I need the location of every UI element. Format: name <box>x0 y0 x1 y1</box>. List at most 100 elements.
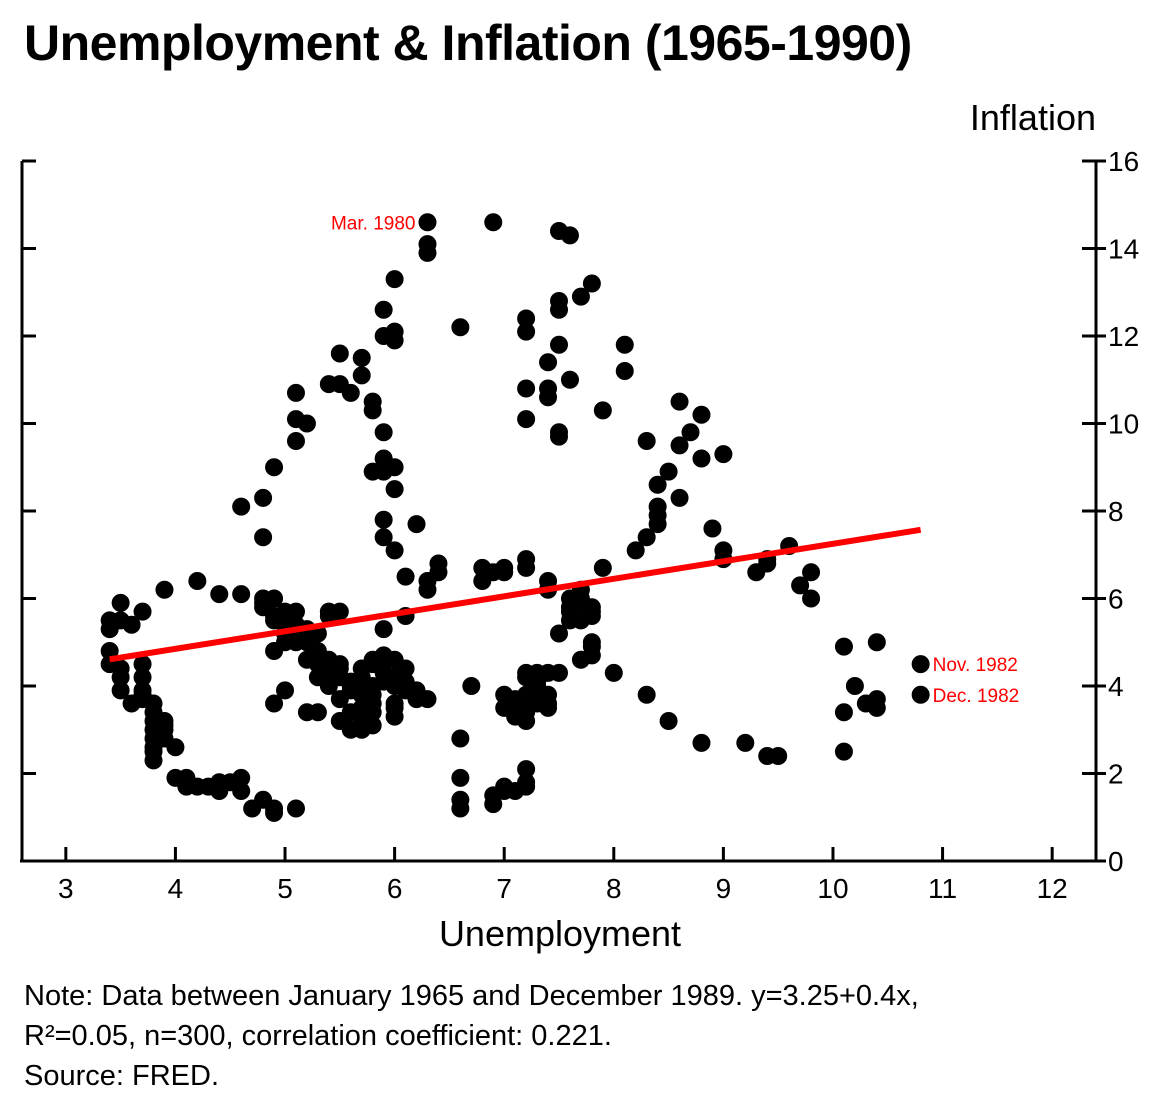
data-point-270 <box>122 615 141 634</box>
data-point-272 <box>155 716 174 735</box>
data-point-57 <box>308 703 327 722</box>
data-point-37 <box>144 751 163 770</box>
data-point-166 <box>648 515 667 534</box>
data-point-95 <box>254 528 273 547</box>
chart-title: Unemployment & Inflation (1965-1990) <box>24 15 912 71</box>
data-point-276 <box>330 655 349 674</box>
data-point-260 <box>254 593 273 612</box>
data-point-175 <box>802 589 821 608</box>
data-point-220 <box>451 799 470 818</box>
y-tick-label-4: 8 <box>1108 496 1124 527</box>
data-point-132 <box>418 235 437 254</box>
data-point-206 <box>769 747 788 765</box>
data-point-7 <box>210 585 229 604</box>
data-point-99 <box>286 432 305 450</box>
data-points <box>100 213 930 822</box>
data-point-135 <box>484 213 503 232</box>
data-point-96 <box>232 497 251 516</box>
data-point-155 <box>615 362 634 380</box>
data-point-261 <box>265 607 284 625</box>
data-point-204 <box>736 733 755 752</box>
data-point-277 <box>363 655 382 674</box>
data-point-134 <box>451 318 470 337</box>
data-point-215 <box>911 655 930 674</box>
data-point-133 <box>418 213 437 232</box>
x-tick-label-8: 11 <box>928 873 957 904</box>
data-point-280 <box>407 681 426 700</box>
data-point-163 <box>714 445 733 464</box>
data-point-259 <box>363 694 382 713</box>
data-point-27 <box>133 668 152 687</box>
annotation-0: Mar. 1980 <box>331 213 416 234</box>
data-point-53 <box>286 799 305 818</box>
ticks <box>22 159 1106 863</box>
data-point-162 <box>692 449 711 468</box>
data-point-144 <box>550 427 568 446</box>
data-point-105 <box>341 383 360 402</box>
data-point-152 <box>560 226 579 245</box>
data-point-268 <box>363 716 382 735</box>
x-tick-label-0: 3 <box>58 873 74 904</box>
annotation-2: Dec. 1982 <box>933 686 1020 707</box>
data-point-208 <box>834 703 853 722</box>
data-point-130 <box>385 270 404 289</box>
y-tick-label-2: 4 <box>1108 671 1124 702</box>
data-point-111 <box>374 423 393 442</box>
data-point-138 <box>517 379 536 398</box>
data-point-263 <box>286 633 305 652</box>
data-point-249 <box>517 703 536 722</box>
note-line-3: Source: FRED. <box>24 1060 219 1092</box>
data-point-245 <box>550 663 568 682</box>
data-point-92 <box>319 607 338 625</box>
y-axis-label: Inflation <box>970 97 1096 138</box>
data-point-194 <box>484 563 503 582</box>
data-point-168 <box>626 541 645 560</box>
data-point-271 <box>133 685 152 704</box>
data-point-275 <box>265 799 284 818</box>
data-point-2 <box>111 593 130 612</box>
data-point-20 <box>100 642 119 660</box>
data-point-273 <box>177 768 196 787</box>
data-point-274 <box>221 773 240 792</box>
data-point-222 <box>484 795 503 814</box>
annotation-1: Nov. 1982 <box>933 655 1018 676</box>
data-point-202 <box>659 712 678 730</box>
data-point-157 <box>659 462 678 481</box>
data-point-201 <box>637 685 656 704</box>
data-point-120 <box>407 515 426 534</box>
data-point-145 <box>560 370 579 389</box>
chart-note: Note: Data between January 1965 and Dece… <box>24 976 919 1096</box>
data-point-199 <box>582 637 601 656</box>
data-point-146 <box>550 335 568 354</box>
data-point-125 <box>429 563 448 582</box>
data-point-23 <box>111 668 130 687</box>
data-point-98 <box>265 458 284 477</box>
data-point-140 <box>539 353 558 372</box>
data-point-107 <box>352 366 371 385</box>
data-point-195 <box>550 624 568 643</box>
x-tick-label-7: 10 <box>817 873 848 904</box>
data-point-121 <box>396 567 415 586</box>
data-point-176 <box>593 558 612 577</box>
regression-line <box>109 526 922 663</box>
data-point-269 <box>385 698 404 717</box>
y-tick-label-7: 14 <box>1108 234 1139 265</box>
data-point-284 <box>571 593 590 612</box>
note-line-1: Note: Data between January 1965 and Dece… <box>24 980 919 1012</box>
data-point-286 <box>681 423 700 442</box>
data-point-200 <box>604 663 623 682</box>
x-tick-label-3: 6 <box>387 873 403 904</box>
data-point-266 <box>341 703 360 722</box>
note-line-2: R²=0.05, n=300, correlation coefficient:… <box>24 1020 612 1052</box>
data-point-108 <box>352 348 371 367</box>
data-point-154 <box>615 335 634 354</box>
data-point-209 <box>845 677 864 695</box>
data-point-265 <box>330 690 349 709</box>
y-tick-label-5: 10 <box>1108 409 1139 440</box>
data-point-257 <box>374 672 393 691</box>
data-point-117 <box>374 510 393 529</box>
data-point-139 <box>517 410 536 429</box>
data-point-189 <box>517 550 536 569</box>
data-point-213 <box>834 637 853 656</box>
